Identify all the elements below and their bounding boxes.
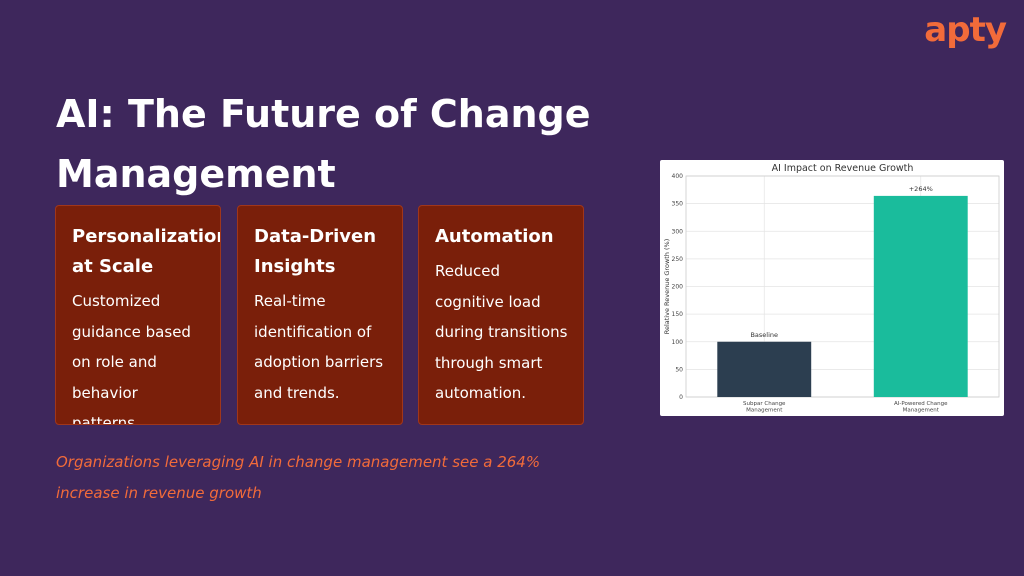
x-tick-label-0: Subpar Change Management [743,401,786,414]
y-tick-label: 50 [675,366,683,373]
bar-0 [717,341,812,397]
bar-1 [873,195,968,397]
footnote: Organizations leveraging AI in change ma… [56,453,541,502]
card-heading: Automation [435,226,554,247]
card-body: Real-time identification of adoption bar… [254,292,384,402]
card-data-driven: Data-Driven Insights Real-time identific… [237,205,403,425]
card-body: Customized guidance based on role and be… [72,292,191,425]
data-label-0: Baseline [750,331,778,339]
slide-title: AI: The Future of Change Management [56,92,591,196]
card-body: Reduced cognitive load during transition… [435,262,568,402]
y-tick-label: 350 [672,201,684,208]
revenue-chart-svg: AI Impact on Revenue Growth Relative Reve… [663,163,1000,414]
card-automation: Automation Reduced cognitive load during… [418,205,584,425]
card-heading: Personalization at Scale [72,226,221,277]
y-tick-label: 100 [672,339,684,346]
card-personalization: Personalization at Scale Customized guid… [55,205,221,425]
y-tick-label: 150 [672,311,684,318]
plot-frame [685,175,1000,398]
chart-title: AI Impact on Revenue Growth [772,163,914,174]
card-heading: Data-Driven Insights [254,226,377,277]
revenue-chart: AI Impact on Revenue Growth Relative Reve… [660,160,1004,416]
y-tick-label: 200 [672,284,684,291]
y-axis-label: Relative Revenue Growth (%) [663,239,671,335]
brand-logo: apty [924,10,1007,50]
y-tick-label: 300 [672,228,684,235]
x-tick-label-1: AI-Powered Change Management [894,401,948,414]
data-label-1: +264% [909,185,933,193]
y-tick-label: 400 [672,173,684,180]
y-tick-label: 250 [672,256,684,263]
y-tick-label: 0 [679,394,683,401]
